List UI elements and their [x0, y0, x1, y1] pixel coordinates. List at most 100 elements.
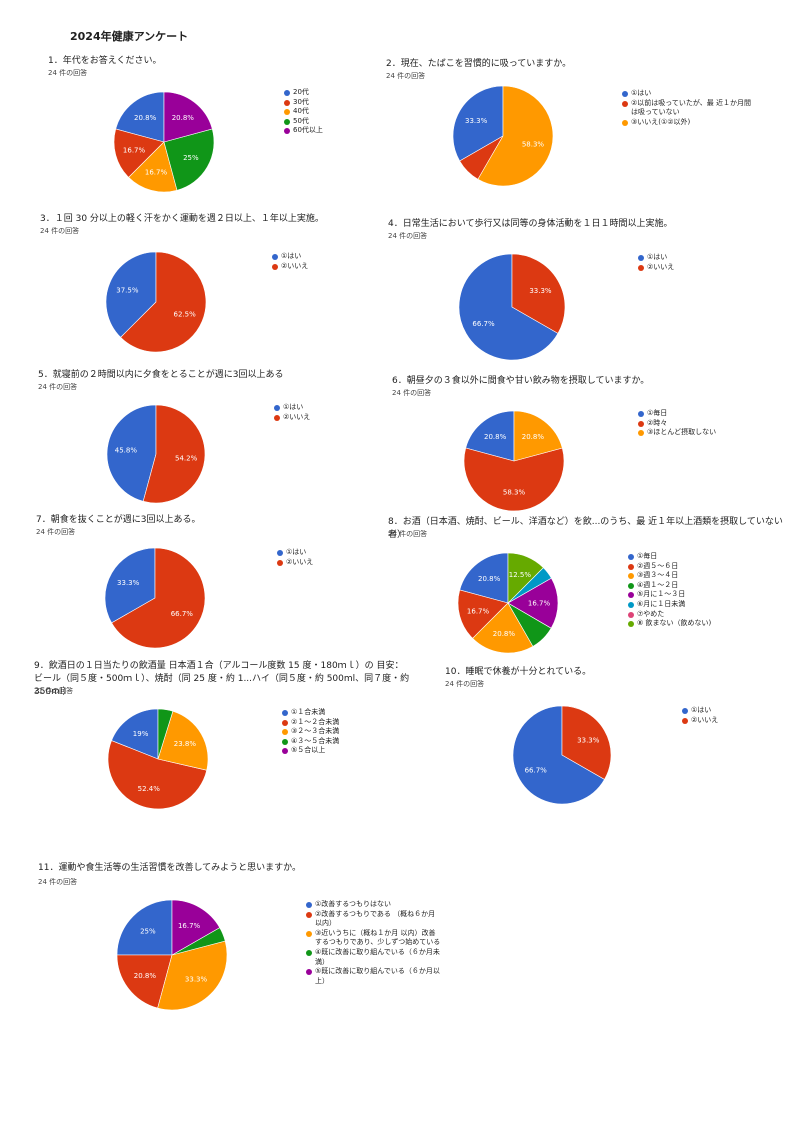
chart-legend: ①はい ②いいえ: [682, 706, 772, 725]
question-title: 3．１回 30 分以上の軽く汗をかく運動を週２日以上、１年以上実施。: [40, 214, 324, 224]
response-count: 24 件の回答: [36, 528, 76, 536]
question-panel-3: 3．１回 30 分以上の軽く汗をかく運動を週２日以上、１年以上実施。 24 件の…: [40, 213, 380, 363]
legend-item: 20代: [284, 88, 374, 98]
pie-chart: 45.8% 54.2%: [106, 404, 206, 504]
pie-chart: 20.8% 16.7% 20.8% 16.7% 12.5%: [457, 552, 559, 654]
legend-swatch: [628, 621, 634, 628]
legend-swatch: [628, 563, 634, 570]
legend-swatch: [282, 738, 288, 745]
legend-label: ②いいえ: [691, 715, 719, 724]
pie-slice: [512, 705, 605, 805]
legend-swatch: [638, 420, 644, 427]
slice-label: 20.8%: [172, 114, 195, 122]
pie-slice: [116, 899, 173, 956]
slice-label: 16.7%: [178, 922, 201, 930]
slice-label: 58.3%: [522, 141, 545, 149]
pie-slice: [477, 85, 554, 187]
legend-label: ③週３～４日: [637, 571, 679, 580]
pie-chart: 25% 20.8% 33.3% 16.7%: [116, 899, 228, 1011]
legend-item: ②いいえ: [682, 716, 772, 726]
legend-label: ②以前は吸っていたが、最 近１か月間 は吸っていない: [631, 98, 752, 117]
legend-label: ③２～３合未満: [291, 727, 340, 736]
legend-label: ②いいえ: [647, 262, 675, 271]
chart-legend: ①１合未満 ②１～２合未満 ③２～３合未満 ④３～５合未満 ⑤５合以上: [282, 708, 392, 756]
slice-label: 45.8%: [115, 447, 138, 455]
legend-label: ①１合未満: [291, 708, 326, 716]
legend-label: ⑤５合以上: [291, 746, 326, 755]
legend-swatch: [272, 254, 278, 260]
legend-label: ③近いうちに（概ね１か月 以内）改善 するつもりであり、少しずつ始めている: [315, 928, 441, 947]
legend-swatch: [282, 719, 288, 726]
legend-item: ②改善するつもりである （概ね６か月 以内）: [306, 910, 466, 929]
legend-swatch: [622, 100, 628, 107]
legend-item: ⑤既に改善に取り組んでいる（６か月以 上）: [306, 967, 466, 986]
legend-item: ①改善するつもりはない: [306, 900, 466, 910]
chart-legend: ①はい ②いいえ: [274, 403, 364, 422]
pie-slice: [561, 705, 612, 780]
legend-swatch: [628, 601, 634, 608]
legend-label: ③いいえ(①②以外): [631, 117, 691, 126]
question-panel-9: 9．飲酒日の１日当たりの飲酒量 日本酒１合（アルコール度数 15 度・180ｍｌ…: [34, 660, 424, 810]
slice-label: 66.7%: [171, 610, 194, 618]
question-title: 7．朝食を抜くことが週に3回以上ある。: [36, 515, 201, 525]
legend-swatch: [284, 118, 290, 125]
slice-label: 16.7%: [145, 168, 168, 176]
pie-slice: [106, 404, 157, 502]
slice-label: 66.7%: [472, 320, 495, 328]
legend-label: ①はい: [691, 706, 712, 714]
legend-item: ②時々: [638, 419, 758, 429]
legend-swatch: [306, 969, 312, 976]
legend-label: ②１～２合未満: [291, 717, 340, 726]
pie-slice: [105, 251, 157, 338]
pie-slice: [163, 91, 213, 143]
slice-label: 33.3%: [529, 287, 552, 295]
question-panel-11: 11．運動や食生活等の生活習慣を改善してみようと思いますか。 24 件の回答 2…: [38, 862, 498, 1012]
response-count: 24 件の回答: [388, 530, 428, 538]
pie-chart: 33.3% 58.3%: [452, 85, 554, 187]
question-panel-4: 4．日常生活において歩行又は同等の身体活動を１日１時間以上実施。 24 件の回答…: [388, 218, 768, 368]
slice-label: 33.3%: [117, 579, 140, 587]
legend-item: ①はい: [274, 403, 364, 413]
legend-label: ①はい: [283, 403, 304, 411]
legend-swatch: [628, 573, 634, 580]
legend-label: ③ほとんど摂取しない: [647, 428, 717, 437]
slice-label: 16.7%: [528, 600, 551, 608]
slice-label: 37.5%: [116, 287, 139, 295]
slice-label: 23.8%: [174, 740, 197, 748]
pie-chart: 37.5% 62.5%: [105, 251, 207, 353]
legend-swatch: [306, 930, 312, 937]
legend-swatch: [638, 255, 644, 261]
question-panel-7: 7．朝食を抜くことが週に3回以上ある。 24 件の回答 33.3% 66.7% ①…: [36, 514, 376, 654]
legend-label: ②いいえ: [286, 557, 314, 566]
pie-chart: 20.8% 16.7% 16.7% 25% 20.8%: [113, 91, 215, 193]
slice-label: 58.3%: [503, 489, 526, 497]
legend-swatch: [284, 128, 290, 135]
legend-label: ⑦やめた: [637, 609, 665, 618]
legend-label: ①はい: [286, 548, 307, 556]
legend-label: 30代: [293, 97, 309, 106]
response-count: 24 件の回答: [48, 69, 88, 77]
slice-label: 52.4%: [138, 785, 161, 793]
pie-chart: 20.8% 58.3% 20.8%: [463, 410, 565, 512]
legend-label: ⑤既に改善に取り組んでいる（６か月以 上）: [315, 967, 440, 985]
legend-swatch: [282, 748, 288, 755]
legend-item: ①はい: [638, 253, 728, 263]
legend-item: ①１合未満: [282, 708, 392, 718]
legend-item: ①毎日: [638, 409, 758, 419]
legend-swatch: [628, 611, 634, 618]
legend-label: 40代: [293, 107, 309, 116]
legend-swatch: [306, 911, 312, 918]
pie-slice: [163, 128, 215, 191]
legend-label: ①改善するつもりはない: [315, 900, 391, 908]
pie-slice: [465, 410, 515, 462]
pie-slice: [116, 954, 173, 1009]
question-title: 9．飲酒日の１日当たりの飲酒量 日本酒１合（アルコール度数 15 度・180ｍｌ…: [34, 661, 410, 697]
pie-slice: [511, 253, 566, 334]
legend-item: ①はい: [622, 89, 772, 99]
pie-chart: 66.7% 33.3%: [458, 253, 566, 361]
legend-swatch: [306, 902, 312, 908]
pie-slice: [157, 940, 228, 1011]
legend-label: ①はい: [631, 89, 652, 97]
chart-legend: ①はい ②いいえ: [277, 548, 367, 567]
pie-slice: [458, 253, 559, 361]
